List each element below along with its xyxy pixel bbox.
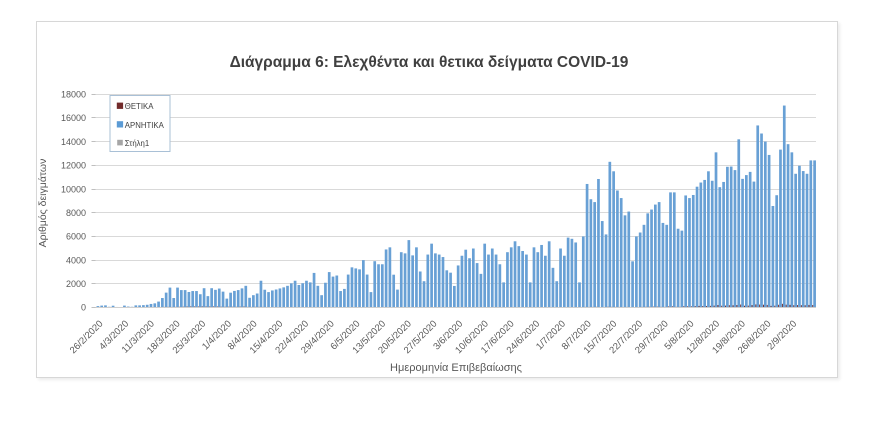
svg-text:Ημερομηνία Επιβεβαίωσης: Ημερομηνία Επιβεβαίωσης xyxy=(390,362,522,374)
svg-text:10000: 10000 xyxy=(61,184,86,194)
svg-text:26/2/2020: 26/2/2020 xyxy=(68,318,106,356)
svg-text:6000: 6000 xyxy=(66,232,86,242)
svg-text:ΑΡΝΗΤΙΚΑ: ΑΡΝΗΤΙΚΑ xyxy=(125,121,165,130)
svg-text:14000: 14000 xyxy=(61,137,86,147)
svg-text:2000: 2000 xyxy=(66,279,86,289)
svg-text:12000: 12000 xyxy=(61,161,86,171)
svg-text:8000: 8000 xyxy=(66,208,86,218)
svg-text:0: 0 xyxy=(81,303,86,313)
svg-text:16000: 16000 xyxy=(61,113,86,123)
svg-text:4000: 4000 xyxy=(66,255,86,265)
svg-text:Αριθμός δειγμάτων: Αριθμός δειγμάτων xyxy=(37,159,49,248)
svg-text:18000: 18000 xyxy=(61,90,86,100)
svg-text:Στήλη1: Στήλη1 xyxy=(125,139,149,148)
svg-text:ΘΕΤΙΚΑ: ΘΕΤΙΚΑ xyxy=(125,102,154,111)
